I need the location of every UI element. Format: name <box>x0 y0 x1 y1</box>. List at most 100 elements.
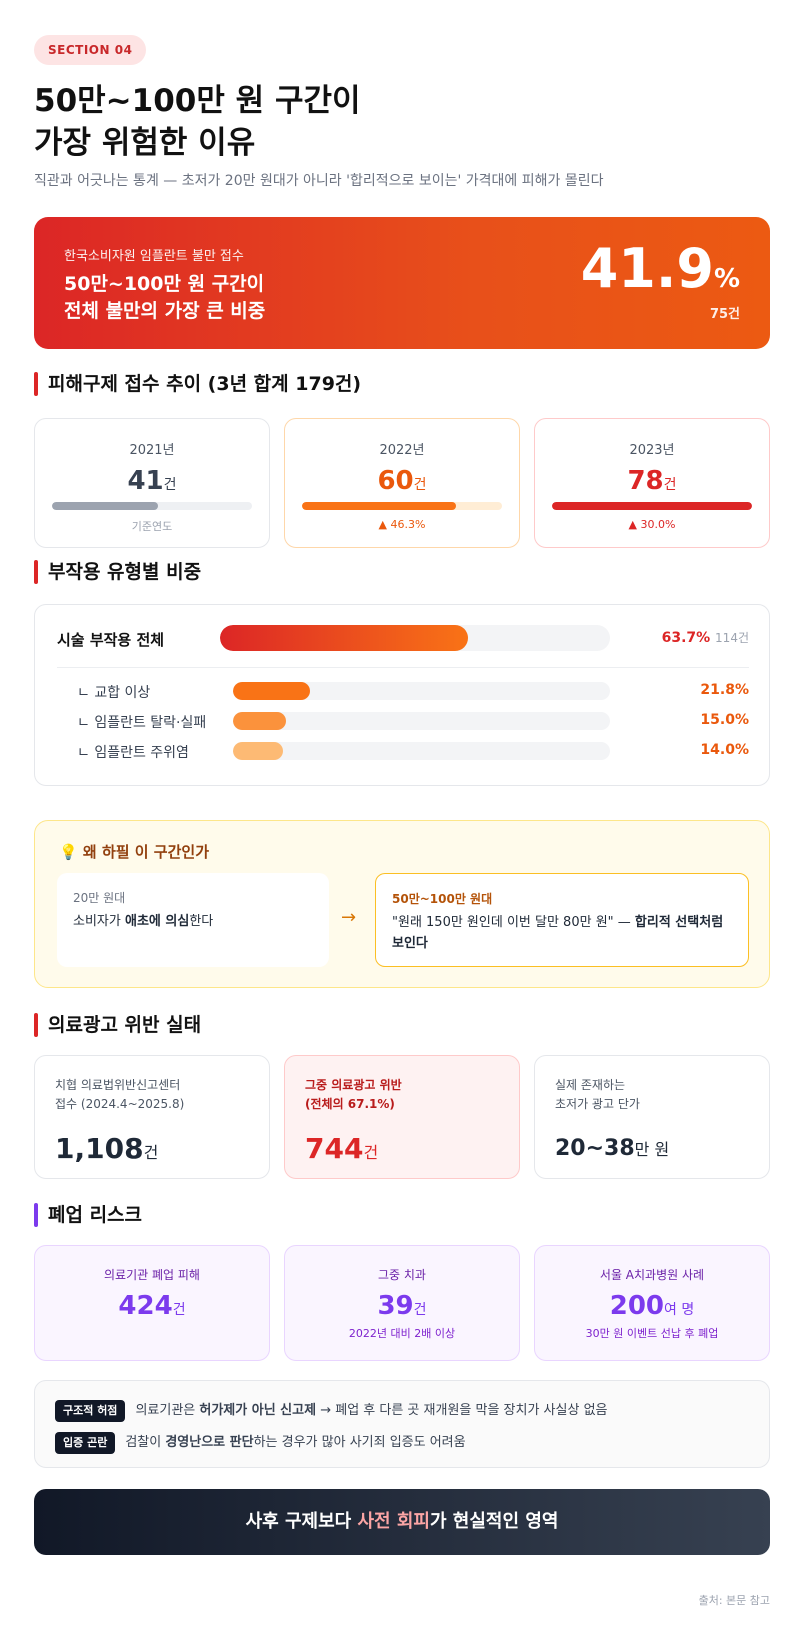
ad-stat-card: 실제 존재하는 초저가 광고 단가 20~38만 원 <box>534 1055 770 1179</box>
trend-heading: 피해구제 접수 추이 (3년 합계 179건) <box>34 372 361 396</box>
year-bar <box>52 502 158 510</box>
closure-stat-value: 200여 명 <box>535 1291 769 1321</box>
section-badge: SECTION 04 <box>34 35 147 65</box>
year-count-unit: 건 <box>163 477 177 493</box>
source-note: 출처: 본문 참고 <box>698 1594 770 1607</box>
closure-stat-title: 그중 치과 <box>378 1268 426 1282</box>
note-text: 검찰이 <box>125 1435 166 1450</box>
why-right-text: "원래 150만 원인데 이번 달만 80만 원" — <box>392 915 635 930</box>
why-left-desc: 소비자가 애초에 의심한다 <box>73 911 315 932</box>
arrow-right-icon: → <box>341 907 357 928</box>
side-effect-sub-value: 21.8% <box>700 682 749 698</box>
side-effect-sub-track <box>233 712 610 730</box>
notes-box: 구조적 허점 의료기관은 허가제가 아닌 신고제 → 폐업 후 다른 곳 재개원을… <box>34 1380 770 1468</box>
ad-stat-number: 1,108 <box>55 1132 144 1165</box>
closure-stat-number: 424 <box>118 1291 173 1321</box>
year-bar <box>302 502 456 510</box>
closure-stat-unit: 여 명 <box>664 1302 695 1318</box>
ad-stat-title-line: 접수 (2024.4~2025.8) <box>55 1097 185 1111</box>
year-card: 2022년 60건 ▲ 46.3% <box>284 418 520 548</box>
why-right-bold: 합리적 선택처럼 보인다 <box>392 915 724 951</box>
ad-stat-value: 1,108건 <box>55 1132 158 1165</box>
year-change: 기준연도 <box>131 520 173 533</box>
closure-heading: 폐업 리스크 <box>34 1203 142 1227</box>
side-effect-sub-track <box>233 742 610 760</box>
closure-stat-sub: 2022년 대비 2배 이상 <box>348 1327 456 1340</box>
side-effect-main-count: 114건 <box>715 631 749 645</box>
why-right-title: 50만~100만 원대 <box>392 892 493 906</box>
hero-pct-value: 41.9 <box>580 237 714 300</box>
year-count-unit: 건 <box>663 477 677 493</box>
note-row: 구조적 허점 의료기관은 허가제가 아닌 신고제 → 폐업 후 다른 곳 재개원을… <box>55 1399 608 1422</box>
ad-stat-value: 20~38만 원 <box>555 1136 669 1161</box>
note-bold: 허가제가 아닌 신고제 <box>199 1403 317 1418</box>
note-bold: 경영난으로 판단 <box>165 1435 254 1450</box>
side-effect-sub-label: ㄴ 임플란트 탈락·실패 <box>77 715 207 731</box>
why-title-text: 왜 하필 이 구간인가 <box>82 843 209 861</box>
closure-stat-value: 39건 <box>285 1291 519 1321</box>
year-change: ▲ 46.3% <box>378 518 426 531</box>
note-tag: 구조적 허점 <box>55 1400 126 1422</box>
year-count: 60건 <box>285 466 519 496</box>
ad-stat-title-line: 그중 의료광고 위반 <box>305 1078 402 1092</box>
note-text-end: → 폐업 후 다른 곳 재개원을 막을 장치가 사실상 없음 <box>316 1403 608 1418</box>
ad-stat-title-line: 실제 존재하는 <box>555 1078 626 1092</box>
closure-stat-card: 의료기관 폐업 피해 424건 <box>34 1245 270 1361</box>
year-count: 78건 <box>535 466 769 496</box>
closure-stat-unit: 건 <box>413 1302 427 1318</box>
why-left-bold: 애초에 의심 <box>124 914 190 929</box>
cta-text: 사후 구제보다 <box>245 1511 358 1532</box>
closure-stat-title: 서울 A치과병원 사례 <box>599 1268 705 1282</box>
year-bar-track <box>52 502 252 510</box>
ad-stat-card: 그중 의료광고 위반 (전체의 67.1%) 744건 <box>284 1055 520 1179</box>
hero-banner: 한국소비자원 임플란트 불만 접수 50만~100만 원 구간이 전체 불만의 … <box>34 217 770 349</box>
year-label: 2022년 <box>379 443 425 458</box>
closure-stat-number: 200 <box>609 1291 665 1321</box>
ad-stat-number: 20~38 <box>555 1136 635 1161</box>
divider <box>57 667 749 668</box>
lightbulb-icon: 💡 <box>59 843 78 861</box>
ad-stat-unit: 건 <box>363 1143 379 1162</box>
hero-percentage: 41.9% <box>581 237 740 300</box>
closure-stat-value: 424건 <box>35 1291 269 1321</box>
year-label: 2021년 <box>129 443 175 458</box>
conclusion-banner: 사후 구제보다 사전 회피가 현실적인 영역 <box>34 1489 770 1555</box>
why-box-mid-price: 50만~100만 원대 "원래 150만 원인데 이번 달만 80만 원" — … <box>375 873 749 967</box>
ad-stat-unit: 만 원 <box>634 1140 670 1159</box>
year-bar-track <box>552 502 752 510</box>
why-left-text-end: 한다 <box>189 914 214 929</box>
side-effect-sub-value: 15.0% <box>700 712 749 728</box>
side-effect-sub-track <box>233 682 610 700</box>
side-effects-card: 시술 부작용 전체 63.7% 114건 ㄴ 교합 이상 21.8% ㄴ 임플란트 … <box>34 604 770 786</box>
year-count-value: 78 <box>627 466 664 496</box>
note-text: 의료기관은 <box>135 1403 200 1418</box>
why-panel: 💡 왜 하필 이 구간인가 20만 원대 소비자가 애초에 의심한다 → 50만… <box>34 820 770 988</box>
why-left-title: 20만 원대 <box>73 891 126 905</box>
side-effect-main-bar <box>220 625 469 651</box>
ad-stat-value: 744건 <box>305 1132 378 1165</box>
ad-stat-title: 실제 존재하는 초저가 광고 단가 <box>555 1076 640 1114</box>
hero-label: 한국소비자원 임플란트 불만 접수 <box>64 249 244 264</box>
year-count-value: 41 <box>127 466 164 496</box>
side-effect-sub-label: ㄴ 임플란트 주위염 <box>77 745 189 761</box>
side-effects-heading: 부작용 유형별 비중 <box>34 560 201 584</box>
hero-count: 75건 <box>709 307 740 322</box>
hero-headline: 50만~100만 원 구간이 전체 불만의 가장 큰 비중 <box>64 271 265 325</box>
side-effect-sub-row: ㄴ 임플란트 주위염 14.0% <box>35 741 771 761</box>
closure-stat-card: 그중 치과 39건 2022년 대비 2배 이상 <box>284 1245 520 1361</box>
year-change: ▲ 30.0% <box>628 518 676 531</box>
side-effect-main-track <box>220 625 610 651</box>
cta-highlight: 사전 회피 <box>357 1511 430 1532</box>
ad-stat-title-line: 치협 의료법위반신고센터 <box>55 1078 181 1092</box>
title-line-2: 가장 위험한 이유 <box>34 125 256 161</box>
year-bar <box>552 502 752 510</box>
hero-line-2: 전체 불만의 가장 큰 비중 <box>64 300 266 322</box>
why-title: 💡 왜 하필 이 구간인가 <box>59 841 209 862</box>
side-effect-sub-bar <box>233 682 311 700</box>
side-effect-sub-label: ㄴ 교합 이상 <box>77 685 151 701</box>
side-effect-sub-bar <box>233 712 287 730</box>
ad-stat-number: 744 <box>305 1132 364 1165</box>
closure-stat-sub: 30만 원 이벤트 선납 후 폐업 <box>585 1327 719 1340</box>
